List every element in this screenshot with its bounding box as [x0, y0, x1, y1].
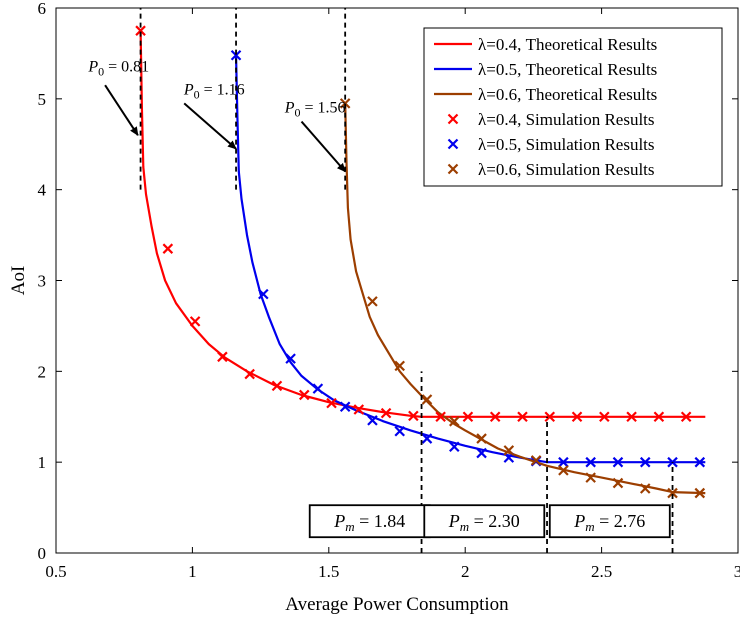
x-tick-label-3: 2	[461, 562, 470, 581]
pm-box-2	[548, 504, 671, 539]
y-tick-label-0: 0	[38, 544, 47, 563]
sim-point-4-0	[230, 49, 242, 61]
legend-label-5: λ=0.6, Simulation Results	[478, 160, 655, 179]
sim-point-3-4	[244, 368, 255, 380]
sim-point-5-1	[367, 296, 378, 307]
legend-label-3: λ=0.4, Simulation Results	[478, 110, 655, 129]
sim-point-5-13	[694, 487, 706, 499]
sim-point-4-2	[285, 353, 296, 364]
sim-point-4-3	[312, 383, 324, 394]
sim-point-3-15	[544, 411, 556, 423]
legend-swatch-3	[447, 113, 459, 125]
x-tick-label-2: 1.5	[318, 562, 339, 581]
sim-point-4-9	[476, 447, 487, 459]
series-line-2	[344, 103, 706, 495]
sim-point-5-3	[421, 394, 433, 405]
legend-label-1: λ=0.5, Theoretical Results	[478, 60, 657, 79]
sim-point-5-4	[449, 416, 460, 427]
p0-annotation-label-1: P0 = 1.16	[183, 81, 245, 101]
y-tick-label-3: 3	[38, 272, 47, 291]
sim-point-3-14	[517, 411, 528, 423]
y-tick-label-5: 5	[38, 90, 47, 109]
series-layer	[135, 25, 706, 499]
sim-point-4-4	[339, 401, 351, 413]
p0-annotation-arrow-1	[183, 102, 237, 150]
x-tick-label-0: 0.5	[45, 562, 66, 581]
sim-point-3-10	[408, 410, 419, 422]
axes-layer: 0.5 1 1.5 2 2.5 3 0 1 2 3 4 5 6	[38, 0, 740, 581]
sim-point-3-0	[135, 25, 146, 36]
sim-point-3-17	[599, 411, 610, 423]
sim-point-5-10	[612, 477, 624, 489]
sim-point-3-8	[353, 404, 365, 415]
legend-swatch-5	[447, 163, 459, 175]
sim-point-3-9	[380, 407, 392, 419]
x-tick-label-5: 3	[734, 562, 740, 581]
y-tick-label-2: 2	[38, 362, 47, 381]
sim-point-5-7	[530, 455, 542, 466]
sim-point-3-20	[680, 411, 692, 423]
sim-point-3-1	[162, 243, 174, 254]
p0-annotation-label-2: P0 = 1.56	[284, 99, 346, 119]
sim-point-3-18	[626, 411, 637, 423]
sim-point-4-5	[367, 415, 378, 426]
sim-point-3-3	[217, 351, 228, 363]
p0-annotation-label-0: P0 = 0.81	[87, 59, 149, 79]
p0-annotation-arrow-2	[300, 120, 346, 173]
sim-point-5-11	[639, 483, 651, 494]
sim-point-5-9	[585, 472, 596, 483]
sim-point-4-17	[694, 456, 706, 468]
sim-point-3-16	[571, 411, 583, 423]
legend-label-2: λ=0.6, Theoretical Results	[478, 85, 657, 104]
sim-point-3-11	[435, 411, 446, 423]
sim-point-4-6	[394, 426, 406, 437]
sim-point-4-12	[558, 456, 569, 468]
sim-point-4-14	[612, 456, 624, 468]
y-tick-label-6: 6	[38, 0, 47, 18]
legend-label-0: λ=0.4, Theoretical Results	[478, 35, 657, 54]
sim-point-4-15	[639, 456, 651, 468]
legend-box	[423, 27, 723, 187]
legend-label-4: λ=0.5, Simulation Results	[478, 135, 655, 154]
sim-point-5-0	[339, 98, 351, 109]
legend-swatch-4	[447, 138, 459, 150]
sim-point-3-13	[489, 411, 501, 423]
pm-box-1	[423, 504, 546, 539]
sim-point-4-1	[258, 288, 269, 300]
sim-point-3-5	[271, 380, 283, 392]
sim-point-5-8	[558, 465, 569, 476]
series-line-0	[139, 30, 706, 418]
sim-point-5-5	[476, 433, 487, 444]
legend: λ=0.4, Theoretical Results λ=0.5, Theoret…	[423, 27, 723, 187]
x-axis-label: Average Power Consumption	[285, 594, 509, 615]
sim-point-3-12	[462, 411, 474, 423]
sim-point-4-7	[421, 433, 433, 444]
x-tick-label-4: 2.5	[591, 562, 612, 581]
sim-point-4-8	[449, 441, 460, 453]
y-tick-label-1: 1	[38, 453, 47, 472]
sim-point-3-19	[653, 411, 665, 423]
y-axis-label: AoI	[8, 266, 29, 296]
pm-box-label-0: Pm = 1.84	[333, 511, 405, 534]
pm-box-label-1: Pm = 2.30	[448, 511, 520, 534]
sim-point-3-7	[326, 397, 337, 409]
sim-point-5-2	[394, 360, 406, 372]
sim-point-4-13	[585, 456, 596, 468]
sim-point-3-2	[189, 316, 201, 327]
y-tick-label-4: 4	[38, 181, 47, 200]
sim-point-3-6	[298, 389, 310, 401]
annotation-layer: P0 = 0.81 P0 = 1.16 P0 = 1.56 Pm = 1.84 Pm =…	[87, 8, 674, 553]
sim-point-5-6	[503, 445, 515, 456]
sim-point-5-12	[667, 487, 678, 499]
pm-box-label-2: Pm = 2.76	[573, 511, 645, 534]
p0-annotation-arrow-0	[104, 84, 139, 137]
x-tick-label-1: 1	[188, 562, 197, 581]
